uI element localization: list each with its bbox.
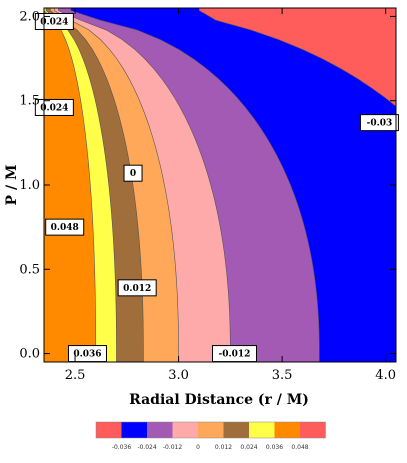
legend-tick-label: 0 xyxy=(196,444,200,451)
contour-label-box xyxy=(34,98,74,116)
contour-label-text: -0.012 xyxy=(219,350,251,360)
legend-swatch xyxy=(249,422,275,438)
contour-label-text: 0.024 xyxy=(40,17,68,27)
y-tick-label: 1.5 xyxy=(19,94,40,109)
contour-label: -0.03 xyxy=(359,114,399,132)
y-tick-label: 2.0 xyxy=(19,9,40,24)
legend-tick-label: 0.024 xyxy=(240,444,257,451)
contour-label-box xyxy=(45,218,85,236)
legend-swatch xyxy=(223,422,249,438)
contour-region-0.036 xyxy=(44,8,97,362)
legend-swatch xyxy=(172,422,198,438)
legend-tick-label: -0.024 xyxy=(137,444,157,451)
x-axis-label: Radial Distance (r / M) xyxy=(129,392,309,408)
contour-label-text: 0.012 xyxy=(123,284,151,294)
x-tick-label: 2.5 xyxy=(65,368,86,383)
contour-label: -0.012 xyxy=(211,345,257,363)
legend-swatch xyxy=(147,422,173,438)
y-axis: 0.0 0.5 1.0 1.5 2.0 xyxy=(19,9,396,362)
y-tick-label: 1.0 xyxy=(19,178,40,193)
legend-swatch xyxy=(198,422,224,438)
legend-swatch xyxy=(121,422,147,438)
contour-label-text: -0.03 xyxy=(367,119,393,129)
contour-label: 0 xyxy=(123,164,143,182)
legend-swatch xyxy=(274,422,300,438)
x-tick-label: 4.0 xyxy=(375,368,396,383)
contour-label: 0.024 xyxy=(34,98,74,116)
contour-regions xyxy=(44,8,396,362)
contour-labels: 0.024 -0.03 0.024 0 0.048 0.012 0.036 -0.012 xyxy=(34,12,399,363)
legend-tick-label: -0.012 xyxy=(163,444,183,451)
legend-swatch xyxy=(96,422,122,438)
x-tick-label: 3.0 xyxy=(168,368,189,383)
contour-label-box xyxy=(34,12,74,30)
y-axis-label: P / M xyxy=(4,165,20,206)
legend-tick-label: 0.048 xyxy=(291,444,308,451)
x-axis: 2.5 3.0 3.5 4.0 xyxy=(65,8,396,383)
y-tick-label: 0.0 xyxy=(19,347,40,362)
y-tick-label: 0.5 xyxy=(19,262,40,277)
legend-tick-label: 0.012 xyxy=(215,444,232,451)
contour-label-text: 0 xyxy=(130,169,136,179)
contour-label: 0.036 xyxy=(67,345,107,363)
color-legend: -0.036 -0.024 -0.012 0 0.012 0.024 0.036 0.048 xyxy=(95,421,326,451)
legend-tick-label: -0.036 xyxy=(112,444,132,451)
legend-tick-label: 0.036 xyxy=(266,444,283,451)
contour-label-text: 0.024 xyxy=(40,103,68,113)
contour-label: 0.024 xyxy=(34,12,74,30)
contour-label-box xyxy=(123,164,143,182)
legend-frame xyxy=(95,421,326,439)
legend-swatch xyxy=(300,422,326,438)
contour-label-box xyxy=(359,114,399,132)
contour-label-box xyxy=(117,279,157,297)
contour-label-text: 0.048 xyxy=(51,223,79,233)
x-tick-label: 3.5 xyxy=(272,368,293,383)
contour-label: 0.012 xyxy=(117,279,157,297)
contour-label-text: 0.036 xyxy=(73,350,101,360)
contour-label: 0.048 xyxy=(45,218,85,236)
